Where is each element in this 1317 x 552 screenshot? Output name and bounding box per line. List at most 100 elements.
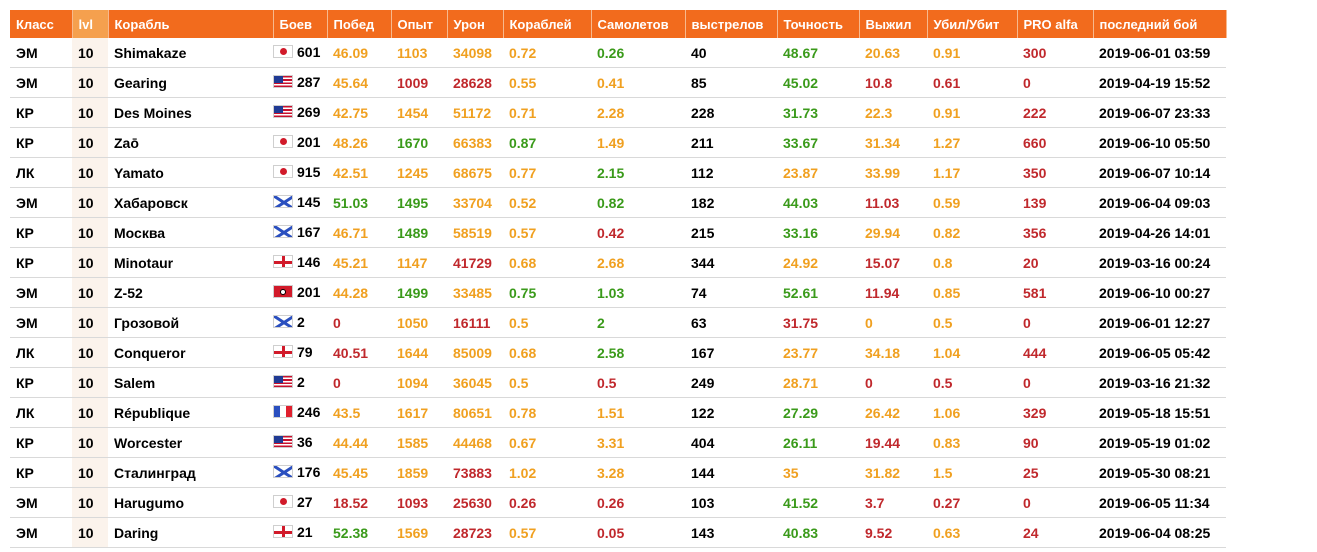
table-row[interactable]: КР 10 Zaō 201 48.26 1670 66383 0.87 1.49 211 33.67… xyxy=(10,127,1226,158)
cell-planes-destroyed: 3.31 xyxy=(591,427,685,458)
header-shots[interactable]: выстрелов xyxy=(685,10,778,38)
cell-pro-alfa: 356 xyxy=(1017,217,1093,248)
cell-last-battle: 2019-03-16 00:24 xyxy=(1093,247,1226,278)
cell-wins: 42.75 xyxy=(327,97,391,128)
cell-planes-destroyed: 0.26 xyxy=(591,38,685,68)
cell-planes-destroyed: 0.42 xyxy=(591,217,685,248)
cell-class: ЭМ xyxy=(10,487,72,518)
table-row[interactable]: КР 10 Salem 2 0 1094 36045 0.5 0.5 249 28.71 0 0.5 0 2… xyxy=(10,367,1226,398)
cell-accuracy: 52.61 xyxy=(777,277,859,308)
table-row[interactable]: ЭМ 10 Хабаровск 145 51.03 1495 33704 0.52 0.82 18… xyxy=(10,187,1226,218)
cell-xp: 1454 xyxy=(391,97,447,128)
cell-ship-name: Сталинград xyxy=(108,457,273,488)
table-row[interactable]: ЭМ 10 Gearing 287 45.64 1009 28628 0.55 0.41 85 45… xyxy=(10,67,1226,98)
cell-class: ЭМ xyxy=(10,517,72,548)
cell-ship-name: Conqueror xyxy=(108,337,273,368)
cell-wins: 0 xyxy=(327,367,391,398)
flag-us-icon xyxy=(273,375,293,389)
cell-survived: 31.82 xyxy=(859,457,927,488)
cell-kill-death: 0.63 xyxy=(927,517,1017,548)
header-ships-destroyed[interactable]: Кораблей xyxy=(503,10,592,38)
header-survived[interactable]: Выжил xyxy=(859,10,928,38)
cell-ship-name: Shimakaze xyxy=(108,38,273,68)
header-damage[interactable]: Урон xyxy=(447,10,504,38)
table-row[interactable]: ЛК 10 République 246 43.5 1617 80651 0.78 1.51 12… xyxy=(10,397,1226,428)
cell-planes-destroyed: 2.15 xyxy=(591,157,685,188)
battles-value: 915 xyxy=(297,163,321,180)
table-row[interactable]: ЭМ 10 Harugumo 27 18.52 1093 25630 0.26 0.26 103 4… xyxy=(10,487,1226,518)
table-row[interactable]: КР 10 Minotaur 146 45.21 1147 41729 0.68 2.68 344… xyxy=(10,247,1226,278)
cell-damage: 73883 xyxy=(447,457,503,488)
table-row[interactable]: ЭМ 10 Shimakaze 601 46.09 1103 34098 0.72 0.26 40… xyxy=(10,38,1226,68)
cell-pro-alfa: 300 xyxy=(1017,38,1093,68)
cell-survived: 3.7 xyxy=(859,487,927,518)
flag-ru-icon xyxy=(273,315,293,329)
cell-last-battle: 2019-06-05 05:42 xyxy=(1093,337,1226,368)
table-row[interactable]: КР 10 Des Moines 269 42.75 1454 51172 0.71 2.28 2… xyxy=(10,97,1226,128)
cell-pro-alfa: 24 xyxy=(1017,517,1093,548)
table-row[interactable]: ЭМ 10 Daring 21 52.38 1569 28723 0.57 0.05 143 40.… xyxy=(10,517,1226,548)
cell-accuracy: 33.16 xyxy=(777,217,859,248)
header-class[interactable]: Класс xyxy=(10,10,73,38)
cell-accuracy: 40.83 xyxy=(777,517,859,548)
cell-pro-alfa: 0 xyxy=(1017,367,1093,398)
cell-ship-name: Daring xyxy=(108,517,273,548)
cell-wins: 48.26 xyxy=(327,127,391,158)
cell-last-battle: 2019-05-30 08:21 xyxy=(1093,457,1226,488)
table-row[interactable]: КР 10 Сталинград 176 45.45 1859 73883 1.02 3.28 1… xyxy=(10,457,1226,488)
cell-accuracy: 23.77 xyxy=(777,337,859,368)
table-row[interactable]: КР 10 Москва 167 46.71 1489 58519 0.57 0.42 215 33… xyxy=(10,217,1226,248)
cell-xp: 1499 xyxy=(391,277,447,308)
header-wins[interactable]: Побед xyxy=(327,10,392,38)
cell-xp: 1245 xyxy=(391,157,447,188)
cell-ship-name: Salem xyxy=(108,367,273,398)
cell-lvl: 10 xyxy=(72,397,108,428)
header-ship[interactable]: Корабль xyxy=(108,10,274,38)
cell-shots: 215 xyxy=(685,217,777,248)
header-xp[interactable]: Опыт xyxy=(391,10,448,38)
cell-xp: 1569 xyxy=(391,517,447,548)
cell-class: КР xyxy=(10,97,72,128)
cell-survived: 22.3 xyxy=(859,97,927,128)
table-row[interactable]: КР 10 Worcester 36 44.44 1585 44468 0.67 3.31 404… xyxy=(10,427,1226,458)
cell-kill-death: 0.83 xyxy=(927,427,1017,458)
cell-xp: 1103 xyxy=(391,38,447,68)
cell-planes-destroyed: 1.03 xyxy=(591,277,685,308)
cell-ships-destroyed: 0.5 xyxy=(503,367,591,398)
cell-accuracy: 24.92 xyxy=(777,247,859,278)
cell-last-battle: 2019-03-16 21:32 xyxy=(1093,367,1226,398)
flag-jp-icon xyxy=(273,165,293,179)
cell-battles: 201 xyxy=(273,127,327,158)
cell-lvl: 10 xyxy=(72,307,108,338)
cell-battles: 176 xyxy=(273,457,327,488)
flag-ru-icon xyxy=(273,195,293,209)
cell-damage: 85009 xyxy=(447,337,503,368)
cell-battles: 915 xyxy=(273,157,327,188)
cell-kill-death: 1.06 xyxy=(927,397,1017,428)
battles-value: 201 xyxy=(297,133,321,150)
cell-wins: 43.5 xyxy=(327,397,391,428)
cell-ship-name: Harugumo xyxy=(108,487,273,518)
flag-jp-icon xyxy=(273,135,293,149)
header-battles[interactable]: Боев xyxy=(273,10,328,38)
header-pro-alfa[interactable]: PRO alfa xyxy=(1017,10,1094,38)
header-last-battle[interactable]: последний бой xyxy=(1093,10,1227,38)
flag-de-icon xyxy=(273,285,293,299)
cell-shots: 404 xyxy=(685,427,777,458)
table-row[interactable]: ЛК 10 Yamato 915 42.51 1245 68675 0.77 2.15 112 23… xyxy=(10,157,1226,188)
header-planes-destroyed[interactable]: Самолетов xyxy=(591,10,686,38)
cell-class: КР xyxy=(10,367,72,398)
header-kill-death[interactable]: Убил/Убит xyxy=(927,10,1018,38)
header-accuracy[interactable]: Точность xyxy=(777,10,860,38)
cell-damage: 28628 xyxy=(447,67,503,98)
cell-ship-name: Z-52 xyxy=(108,277,273,308)
table-row[interactable]: ЛК 10 Conqueror 79 40.51 1644 85009 0.68 2.58 167… xyxy=(10,337,1226,368)
cell-last-battle: 2019-05-18 15:51 xyxy=(1093,397,1226,428)
header-row: Класс lvl Корабль Боев Побед Опыт Урон К… xyxy=(10,10,1227,38)
table-row[interactable]: ЭМ 10 Z-52 201 44.28 1499 33485 0.75 1.03 74 52.61… xyxy=(10,277,1226,308)
header-lvl[interactable]: lvl xyxy=(72,10,109,38)
flag-uk-icon xyxy=(273,255,293,269)
cell-xp: 1094 xyxy=(391,367,447,398)
table-row[interactable]: ЭМ 10 Грозовой 2 0 1050 16111 0.5 2 63 31.75 0 0.5 0 2… xyxy=(10,307,1226,338)
cell-battles: 246 xyxy=(273,397,327,428)
